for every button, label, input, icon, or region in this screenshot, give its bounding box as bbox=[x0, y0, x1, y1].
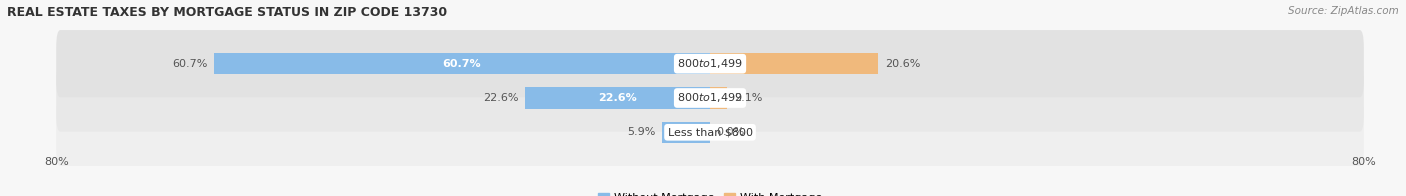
Bar bbox=[710, 87, 727, 109]
Text: $800 to $1,499: $800 to $1,499 bbox=[678, 92, 742, 104]
Bar bbox=[710, 53, 879, 74]
FancyBboxPatch shape bbox=[56, 30, 1364, 97]
Text: 2.1%: 2.1% bbox=[734, 93, 762, 103]
Bar bbox=[662, 122, 710, 143]
Bar bbox=[526, 87, 710, 109]
Text: 5.9%: 5.9% bbox=[627, 127, 655, 137]
Legend: Without Mortgage, With Mortgage: Without Mortgage, With Mortgage bbox=[593, 189, 827, 196]
Text: Less than $800: Less than $800 bbox=[668, 127, 752, 137]
FancyBboxPatch shape bbox=[56, 99, 1364, 166]
Text: 20.6%: 20.6% bbox=[884, 59, 921, 69]
Text: Source: ZipAtlas.com: Source: ZipAtlas.com bbox=[1288, 6, 1399, 16]
Text: REAL ESTATE TAXES BY MORTGAGE STATUS IN ZIP CODE 13730: REAL ESTATE TAXES BY MORTGAGE STATUS IN … bbox=[7, 6, 447, 19]
Text: 0.0%: 0.0% bbox=[717, 127, 745, 137]
Text: 60.7%: 60.7% bbox=[172, 59, 208, 69]
FancyBboxPatch shape bbox=[56, 64, 1364, 132]
Text: $800 to $1,499: $800 to $1,499 bbox=[678, 57, 742, 70]
Text: 22.6%: 22.6% bbox=[599, 93, 637, 103]
Text: 60.7%: 60.7% bbox=[443, 59, 481, 69]
Bar bbox=[214, 53, 710, 74]
Text: 22.6%: 22.6% bbox=[484, 93, 519, 103]
